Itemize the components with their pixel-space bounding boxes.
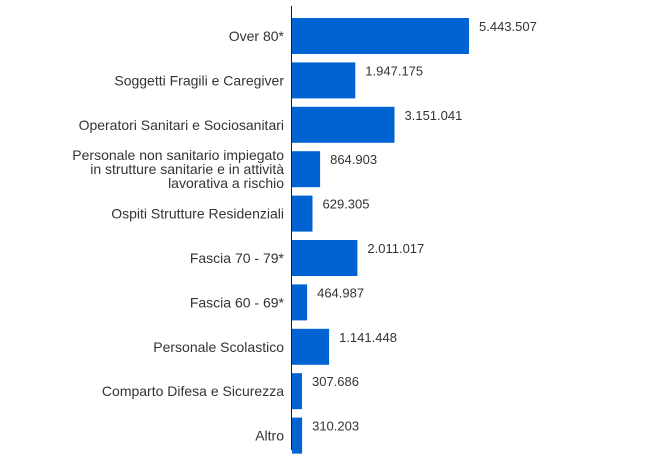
bar-7 <box>292 328 330 365</box>
bar-3 <box>292 151 321 188</box>
value-label-2: 3.151.041 <box>405 108 463 123</box>
category-label-9-line-0: Altro <box>255 428 284 444</box>
category-label-1-line-0: Soggetti Fragili e Caregiver <box>114 72 284 88</box>
value-label-9: 310.203 <box>312 419 359 434</box>
category-label-7: Personale Scolastico <box>153 339 284 355</box>
bar-9 <box>292 417 303 454</box>
value-label-0: 5.443.507 <box>479 19 537 34</box>
category-label-3-line-1: in strutture sanitarie e in attività <box>90 161 284 177</box>
category-labels-group: Over 80* Soggetti Fragili e Caregiver Oper… <box>72 28 284 444</box>
category-label-4: Ospiti Strutture Residenziali <box>111 206 284 222</box>
category-label-0-line-0: Over 80* <box>229 28 285 44</box>
value-label-7: 1.141.448 <box>339 330 397 345</box>
bar-8 <box>292 373 302 410</box>
value-label-6: 464.987 <box>317 285 364 300</box>
bar-5 <box>292 240 358 276</box>
category-label-9: Altro <box>255 428 284 444</box>
value-label-3: 864.903 <box>330 152 377 167</box>
category-label-4-line-0: Ospiti Strutture Residenziali <box>111 206 284 222</box>
category-label-3-line-2: lavorativa a rischio <box>168 175 284 191</box>
category-label-0: Over 80* <box>229 28 285 44</box>
category-label-8: Comparto Difesa e Sicurezza <box>102 383 284 399</box>
value-label-1: 1.947.175 <box>365 63 423 78</box>
value-label-8: 307.686 <box>312 374 359 389</box>
bar-4 <box>292 195 313 232</box>
bars-group <box>292 18 469 454</box>
bar-1 <box>292 62 356 99</box>
bar-6 <box>292 284 308 321</box>
value-labels-group: 5.443.507 1.947.175 3.151.041 864.903 629.30… <box>312 19 537 434</box>
value-label-4: 629.305 <box>323 197 370 212</box>
category-label-7-line-0: Personale Scolastico <box>153 339 284 355</box>
category-label-6-line-0: Fascia 60 - 69* <box>190 294 285 310</box>
category-label-1: Soggetti Fragili e Caregiver <box>114 72 284 88</box>
bar-0 <box>292 18 469 54</box>
value-label-5: 2.011.017 <box>367 241 424 256</box>
category-label-3-line-0: Personale non sanitario impiegato <box>72 147 284 163</box>
category-label-8-line-0: Comparto Difesa e Sicurezza <box>102 383 284 399</box>
category-label-5-line-0: Fascia 70 - 79* <box>190 250 285 266</box>
category-label-2-line-0: Operatori Sanitari e Sociosanitari <box>79 117 284 133</box>
category-label-2: Operatori Sanitari e Sociosanitari <box>79 117 284 133</box>
category-label-3: Personale non sanitario impiegato in stru… <box>72 147 284 191</box>
category-label-5: Fascia 70 - 79* <box>190 250 285 266</box>
bar-2 <box>292 106 395 143</box>
category-label-6: Fascia 60 - 69* <box>190 294 285 310</box>
